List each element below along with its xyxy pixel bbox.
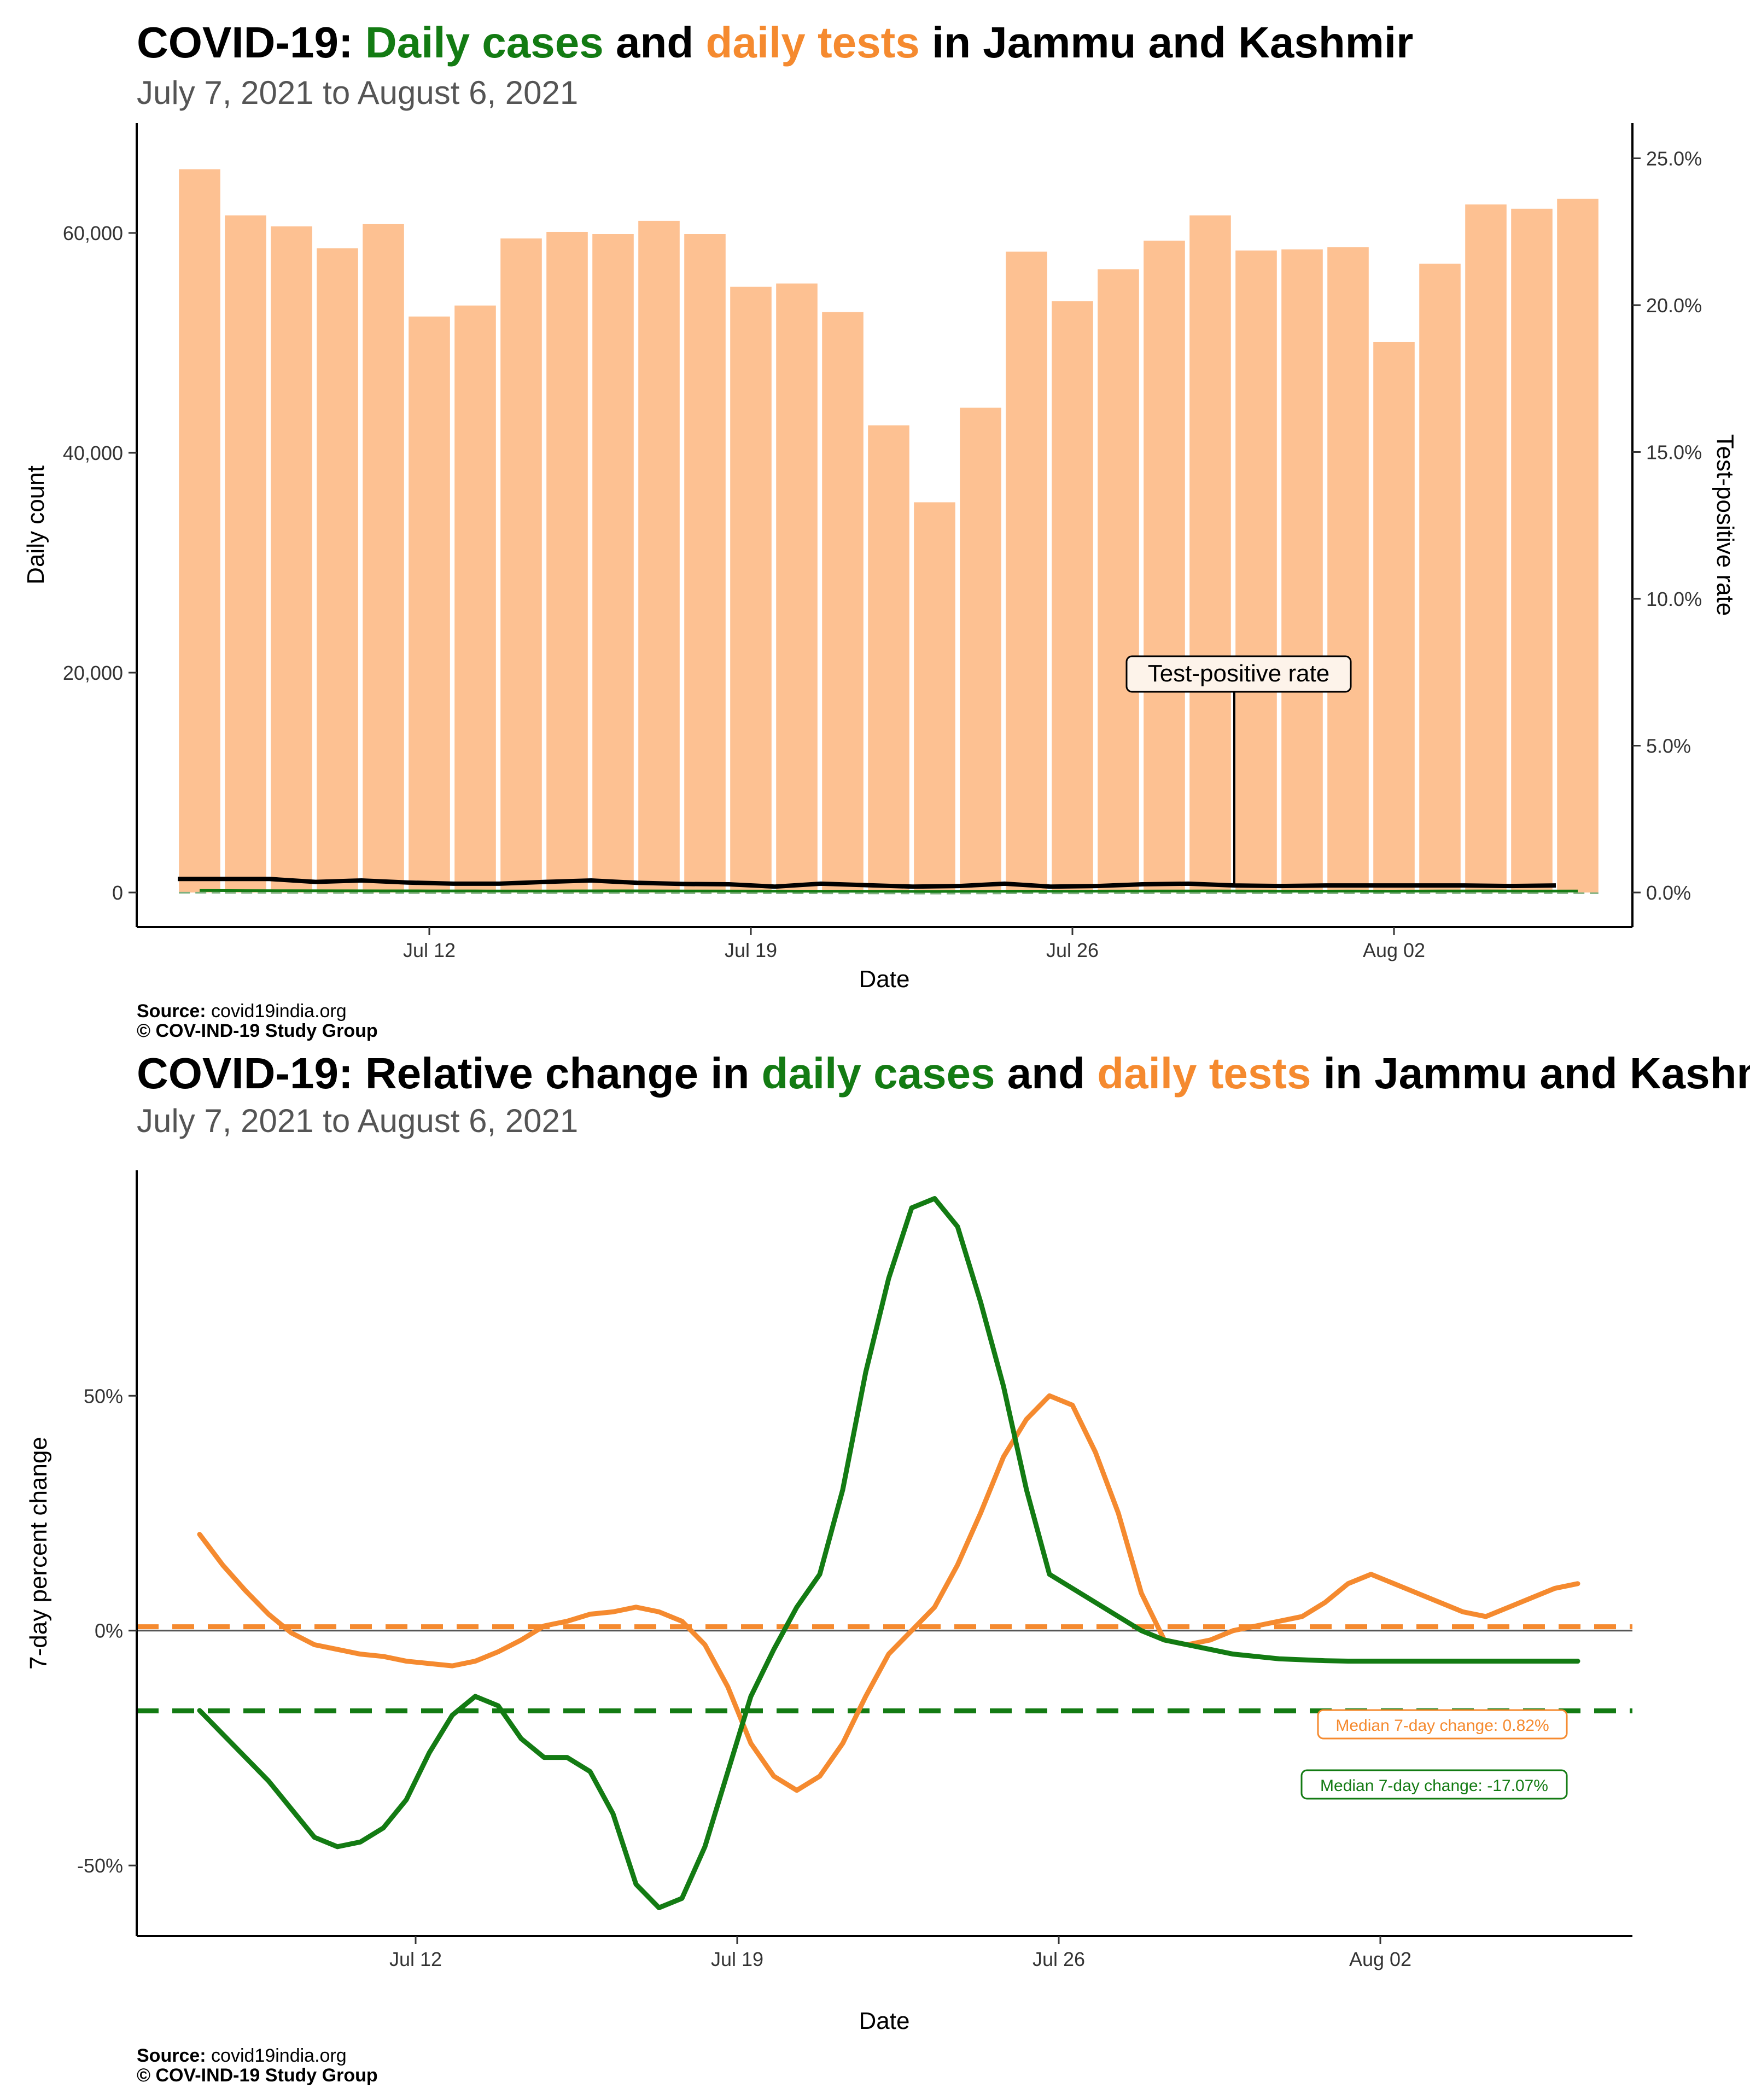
y-tick-label: -50% — [77, 1854, 123, 1877]
chart-title-part: COVID-19: — [137, 18, 365, 67]
tests-bar — [776, 283, 818, 893]
top-bar-chart: COVID-19: Daily cases and daily tests in… — [22, 18, 1739, 1041]
y2-tick-label: 10.0% — [1646, 588, 1702, 610]
y2-tick-label: 25.0% — [1646, 147, 1702, 170]
tests-bar — [546, 231, 588, 892]
x-axis-title: Date — [859, 966, 910, 993]
chart-title: COVID-19: Daily cases and daily tests in… — [137, 18, 1413, 67]
chart-subtitle: July 7, 2021 to August 6, 2021 — [137, 74, 578, 111]
chart-title-part: and — [995, 1050, 1098, 1098]
x-axis-title: Date — [859, 2008, 910, 2034]
x-tick-label: Jul 12 — [403, 939, 456, 961]
annotation-label: Test-positive rate — [1148, 660, 1330, 687]
copyright-caption: © COV-IND-19 Study Group — [137, 1020, 378, 1041]
chart-title-part: daily tests — [705, 18, 919, 67]
x-tick-label: Aug 02 — [1363, 939, 1425, 961]
tests-bar — [960, 407, 1001, 892]
median-label-text: Median 7-day change: -17.07% — [1320, 1777, 1548, 1795]
tests-bar — [638, 220, 680, 892]
y-tick-label: 40,000 — [63, 442, 123, 464]
y2-tick-label: 15.0% — [1646, 441, 1702, 463]
tests-bar — [1098, 269, 1139, 893]
tests-bar — [454, 305, 496, 893]
tests-bar — [363, 224, 404, 892]
series-line-daily-tests — [197, 1393, 1580, 1793]
tests-bar — [1373, 341, 1415, 892]
tests-bar — [317, 248, 358, 892]
y-axis-title: 7-day percent change — [25, 1437, 52, 1670]
source-text: covid19india.org — [206, 2045, 347, 2066]
y-tick-label: 0 — [112, 882, 123, 904]
tests-bar — [1557, 199, 1599, 893]
y2-tick-label: 20.0% — [1646, 294, 1702, 317]
chart-title-part: COVID-19: Relative change in — [137, 1050, 762, 1098]
tests-bar — [179, 169, 220, 892]
tests-bar — [822, 312, 864, 892]
median-label-box — [1317, 1709, 1568, 1740]
tests-bar — [1327, 247, 1369, 892]
x-tick-label: Aug 02 — [1349, 1948, 1411, 1970]
tests-bar — [409, 316, 450, 892]
tests-bar — [1189, 215, 1231, 893]
tests-bar — [730, 287, 772, 892]
y2-tick-label: 5.0% — [1646, 734, 1691, 757]
x-tick-label: Jul 19 — [725, 939, 777, 961]
source-text: covid19india.org — [206, 1001, 347, 1022]
copyright-caption: © COV-IND-19 Study Group — [137, 2065, 378, 2086]
tests-bar — [868, 425, 909, 892]
annotation-box — [1125, 655, 1352, 693]
chart-title-part: in Jammu and Kashmir — [920, 18, 1413, 67]
chart-title: COVID-19: Relative change in daily cases… — [137, 1050, 1750, 1098]
chart-subtitle: July 7, 2021 to August 6, 2021 — [137, 1102, 578, 1139]
tests-bar — [914, 502, 955, 892]
tests-bar — [500, 238, 542, 892]
y-tick-label: 20,000 — [63, 662, 123, 684]
tests-bar — [1511, 208, 1553, 892]
tests-bar — [1144, 241, 1185, 892]
chart-title-part: Daily cases — [365, 18, 604, 67]
median-label-box — [1300, 1769, 1568, 1800]
source-caption: Source: covid19india.org — [137, 2045, 347, 2066]
tests-bar — [592, 234, 634, 892]
source-label: Source: — [137, 1001, 206, 1022]
tests-bar — [1235, 250, 1277, 892]
tests-bar — [1281, 249, 1323, 892]
y-tick-label: 50% — [84, 1385, 123, 1407]
y-tick-label: 60,000 — [63, 222, 123, 244]
tests-bar — [1052, 301, 1093, 892]
tests-bar — [1006, 252, 1047, 892]
x-tick-label: Jul 19 — [711, 1948, 763, 1970]
cases-line — [199, 889, 1578, 893]
chart-title-part: in Jammu and Kashmir — [1311, 1050, 1750, 1098]
tests-bar — [1419, 264, 1461, 892]
series-line-daily-cases — [197, 1196, 1580, 1910]
tests-bar — [684, 234, 726, 892]
y2-axis-title: Test-positive rate — [1712, 434, 1739, 616]
chart-title-part: daily cases — [762, 1050, 995, 1098]
tests-bar — [225, 215, 266, 893]
y2-tick-label: 0.0% — [1646, 882, 1691, 904]
y-axis-title: Daily count — [22, 465, 49, 585]
test-positive-rate-line — [178, 877, 1556, 889]
y-tick-label: 0% — [95, 1620, 123, 1642]
bottom-line-chart: COVID-19: Relative change in daily cases… — [25, 1050, 1750, 2086]
chart-title-part: and — [604, 18, 706, 67]
x-tick-label: Jul 26 — [1032, 1948, 1085, 1970]
tests-bar — [271, 226, 312, 893]
median-label-text: Median 7-day change: 0.82% — [1335, 1717, 1549, 1735]
x-tick-label: Jul 26 — [1046, 939, 1099, 961]
tests-bar — [1465, 204, 1507, 892]
source-caption: Source: covid19india.org — [137, 1001, 347, 1022]
source-label: Source: — [137, 2045, 206, 2066]
chart-title-part: daily tests — [1097, 1050, 1311, 1098]
x-tick-label: Jul 12 — [389, 1948, 442, 1970]
